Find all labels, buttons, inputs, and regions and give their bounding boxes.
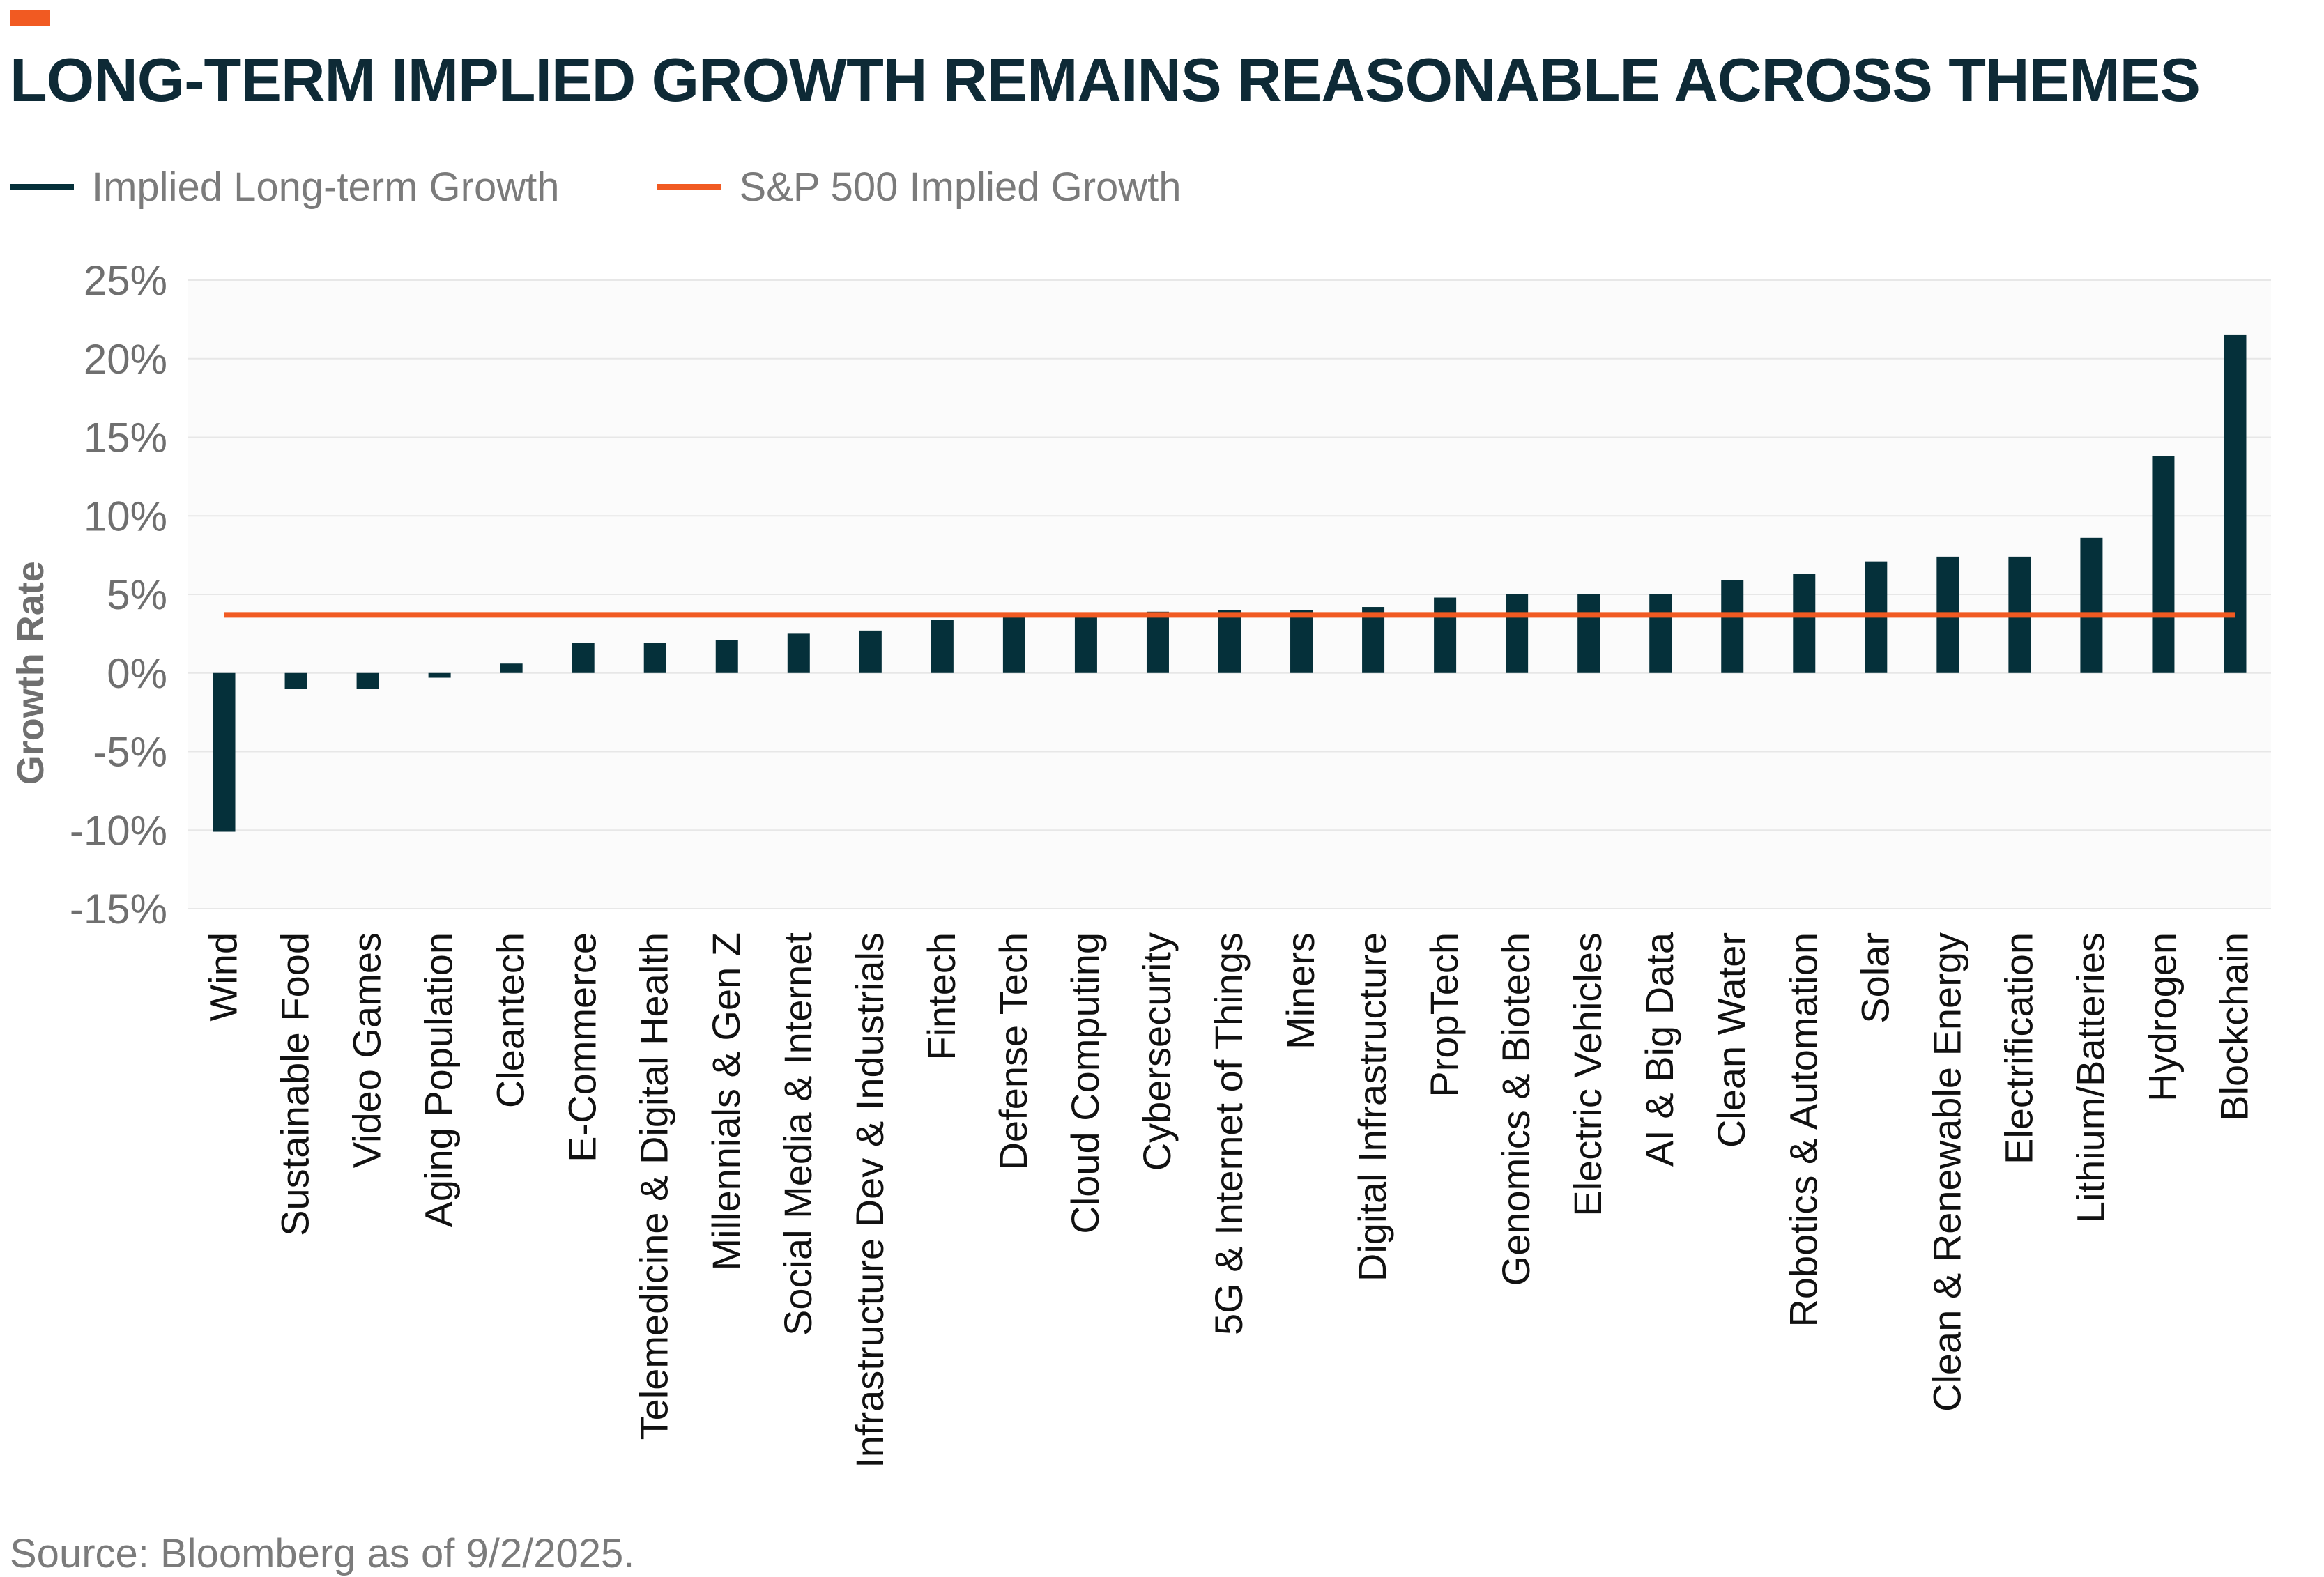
x-tick-label: Blockchain: [2212, 932, 2256, 1121]
source-note: Source: Bloomberg as of 9/2/2025.: [10, 1531, 635, 1576]
x-tick-label: Lithium/Batteries: [2068, 932, 2112, 1223]
x-tick-label: Infrastructure Dev & Industrials: [848, 932, 892, 1468]
bar: [1146, 611, 1169, 673]
x-tick-label: Cleantech: [489, 932, 533, 1108]
x-tick-label: Fintech: [919, 932, 963, 1061]
x-tick-label: Miners: [1278, 932, 1322, 1049]
bar: [715, 640, 738, 673]
bar: [1362, 607, 1385, 673]
x-tick-label: Genomics & Biotech: [1494, 932, 1538, 1286]
y-tick-label: 25%: [84, 257, 167, 304]
x-tick-label: AI & Big Data: [1637, 932, 1681, 1167]
x-tick-label: Cloud Computing: [1063, 932, 1107, 1234]
y-tick-label: 15%: [84, 415, 167, 461]
bar: [1290, 610, 1313, 673]
legend-item-sp500-growth: S&P 500 Implied Growth: [657, 164, 1182, 210]
x-tick-label: E-Commerce: [560, 932, 604, 1162]
x-tick-label: Telemedicine & Digital Health: [632, 932, 676, 1440]
bar: [1074, 615, 1097, 673]
y-tick-label: -15%: [70, 886, 167, 932]
bar: [356, 672, 379, 689]
y-tick-label: 10%: [84, 493, 167, 539]
bar: [2224, 334, 2247, 673]
x-tick-label: Clean Water: [1709, 932, 1753, 1148]
legend-label-sp500-growth: S&P 500 Implied Growth: [739, 164, 1182, 210]
x-tick-label: Electrification: [1996, 932, 2040, 1164]
x-tick-label: 5G & Internet of Things: [1207, 932, 1251, 1335]
legend-swatch-implied-growth: [10, 184, 74, 190]
x-tick-label: Defense Tech: [991, 932, 1035, 1170]
bar: [1577, 594, 1600, 673]
bar: [931, 620, 954, 673]
bar: [500, 663, 523, 673]
x-tick-label: Aging Population: [417, 932, 461, 1227]
bar: [213, 672, 236, 832]
x-tick-label: Robotics & Automation: [1781, 932, 1825, 1328]
bar: [2080, 537, 2103, 673]
y-axis-title: Growth Rate: [10, 561, 52, 785]
legend-swatch-sp500-growth: [657, 184, 721, 190]
x-tick-label: Social Media & Internet: [776, 932, 820, 1336]
bar: [572, 643, 595, 673]
x-tick-label: Cybersecurity: [1135, 932, 1179, 1171]
x-tick-label: Sustainable Food: [273, 932, 317, 1236]
y-tick-label: -5%: [93, 729, 167, 776]
legend: Implied Long-term Growth S&P 500 Implied…: [10, 159, 1279, 215]
x-tick-label: Millennials & Gen Z: [704, 932, 748, 1271]
bar: [859, 630, 882, 673]
x-tick-label: Solar: [1853, 932, 1897, 1024]
bar: [284, 672, 307, 689]
bar: [1434, 597, 1457, 673]
y-tick-label: -10%: [70, 807, 167, 854]
bar: [1649, 594, 1672, 673]
bar: [1506, 594, 1529, 673]
bar: [787, 633, 810, 673]
bar: [2152, 456, 2175, 673]
page-title: LONG-TERM IMPLIED GROWTH REMAINS REASONA…: [10, 45, 2201, 114]
bar: [1002, 615, 1025, 673]
x-tick-label: Video Games: [345, 932, 389, 1168]
x-tick-label: Electric Vehicles: [1566, 932, 1610, 1217]
x-tick-label: Digital Infrastructure: [1350, 932, 1394, 1282]
y-tick-label: 0%: [107, 650, 167, 697]
legend-label-implied-growth: Implied Long-term Growth: [92, 164, 560, 210]
bar: [1218, 610, 1241, 673]
legend-item-implied-growth: Implied Long-term Growth: [10, 164, 559, 210]
bar: [1793, 574, 1816, 673]
bar: [1721, 580, 1744, 673]
y-tick-label: 5%: [107, 571, 167, 618]
bar: [643, 643, 666, 673]
x-tick-label: Wind: [201, 932, 245, 1022]
x-tick-label: PropTech: [1422, 932, 1466, 1098]
x-tick-label: Hydrogen: [2140, 932, 2184, 1102]
accent-bar: [10, 10, 50, 26]
bar: [428, 672, 451, 678]
y-tick-label: 20%: [84, 336, 167, 383]
x-tick-label: Clean & Renewable Energy: [1925, 932, 1968, 1412]
